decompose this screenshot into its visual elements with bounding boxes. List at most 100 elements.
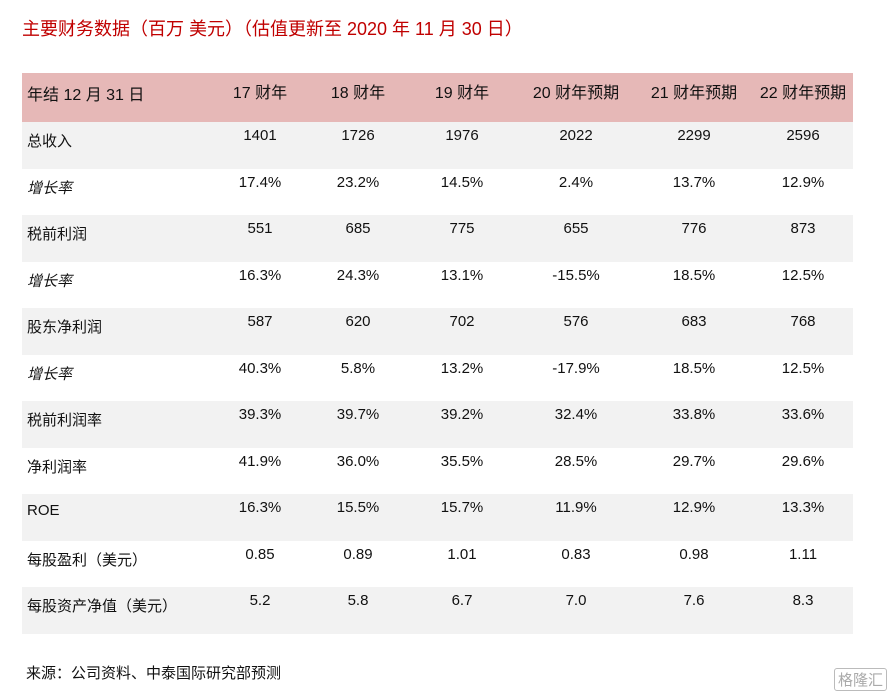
- table-cell: 39.2%: [440, 406, 484, 423]
- table-cell: 5.8: [347, 592, 369, 609]
- table-cell: 551: [247, 220, 273, 237]
- table-cell: 16.3%: [238, 499, 282, 516]
- table-cell: 28.5%: [554, 452, 598, 470]
- table-cell: 15.5%: [336, 499, 380, 516]
- table-cell: 2299: [677, 127, 711, 144]
- table-cell: 33.6%: [781, 406, 825, 423]
- table-cell: 620: [345, 313, 371, 330]
- table-cell: 40.3%: [238, 359, 282, 377]
- column-header: 22 财年预期: [759, 85, 847, 102]
- table-cell: 702: [449, 313, 475, 330]
- table-cell: 13.7%: [672, 173, 716, 191]
- table-cell: 685: [345, 220, 371, 237]
- header-label: 年结 12 月 31 日: [27, 87, 145, 104]
- table-cell: 0.98: [679, 545, 709, 563]
- table-cell: 33.8%: [672, 406, 716, 423]
- table-cell: 29.7%: [672, 452, 716, 470]
- table-cell: 576: [563, 313, 589, 330]
- financial-table: 年结 12 月 31 日 17 财年 18 财年 19 财年 20 财年预期 21 财年预…: [22, 73, 853, 634]
- column-header: 20 财年预期: [532, 85, 620, 102]
- watermark-logo: 格隆汇: [833, 668, 887, 691]
- table-cell: 5.8%: [340, 359, 376, 377]
- table-row: 股东净利润 587 620 702 576 683 768: [22, 308, 853, 355]
- table-cell: 1401: [243, 127, 277, 144]
- table-cell: 36.0%: [336, 452, 380, 470]
- table-cell: 776: [681, 220, 707, 237]
- column-header: 19 财年: [434, 85, 490, 102]
- page-title: 主要财务数据（百万 美元）（估值更新至 2020 年 11 月 30 日）: [22, 19, 523, 39]
- table-cell: 14.5%: [440, 173, 484, 191]
- table-cell: 7.0: [565, 592, 587, 609]
- table-cell: 768: [790, 313, 816, 330]
- table-cell: 16.3%: [238, 266, 282, 284]
- table-cell: -15.5%: [552, 266, 600, 284]
- table-cell: 1726: [341, 127, 375, 144]
- row-label: 增长率: [27, 179, 73, 197]
- table-row: 每股盈利（美元） 0.85 0.89 1.01 0.83 0.98 1.11: [22, 541, 853, 588]
- table-cell: 35.5%: [440, 452, 484, 470]
- table-cell: 24.3%: [336, 266, 380, 284]
- table-header-row: 年结 12 月 31 日 17 财年 18 财年 19 财年 20 财年预期 21 财年预…: [22, 73, 853, 122]
- table-row: 税前利润 551 685 775 655 776 873: [22, 215, 853, 262]
- table-cell: 12.5%: [781, 359, 825, 377]
- table-cell: 873: [790, 220, 816, 237]
- column-header: 18 财年: [330, 85, 386, 102]
- table-cell: 683: [681, 313, 707, 330]
- table-cell: 1.01: [447, 545, 477, 563]
- table-cell: 1976: [445, 127, 479, 144]
- table-cell: 6.7: [451, 592, 473, 609]
- column-header: 21 财年预期: [650, 85, 738, 102]
- table-cell: 41.9%: [238, 452, 282, 470]
- table-cell: 0.83: [561, 545, 591, 563]
- table-row: 增长率 16.3% 24.3% 13.1% -15.5% 18.5% 12.5%: [22, 262, 853, 309]
- table-cell: 11.9%: [555, 499, 597, 516]
- table-cell: 12.9%: [672, 499, 716, 516]
- table-cell: 2.4%: [558, 173, 594, 191]
- row-label: 净利润率: [27, 458, 88, 476]
- table-row: ROE 16.3% 15.5% 15.7% 11.9% 12.9% 13.3%: [22, 494, 853, 541]
- table-cell: 2022: [559, 127, 593, 144]
- table-cell: -17.9%: [552, 359, 600, 377]
- table-cell: 13.2%: [440, 359, 484, 377]
- row-label: 税前利润: [27, 226, 88, 243]
- table-cell: 775: [449, 220, 475, 237]
- table-cell: 655: [563, 220, 589, 237]
- table-cell: 15.7%: [440, 499, 484, 516]
- table-cell: 0.85: [245, 545, 275, 563]
- table-cell: 39.7%: [336, 406, 380, 423]
- table-row: 税前利润率 39.3% 39.7% 39.2% 32.4% 33.8% 33.6%: [22, 401, 853, 448]
- table-cell: 2596: [786, 127, 820, 144]
- table-cell: 39.3%: [238, 406, 282, 423]
- table-cell: 0.89: [343, 545, 373, 563]
- table-cell: 1.11: [788, 545, 818, 563]
- table-cell: 32.4%: [554, 406, 598, 423]
- table-cell: 8.3: [792, 592, 814, 609]
- table-cell: 13.3%: [781, 499, 825, 516]
- table-cell: 13.1%: [440, 266, 484, 284]
- table-cell: 23.2%: [336, 173, 380, 191]
- row-label: 股东净利润: [27, 319, 103, 336]
- row-label: 每股盈利（美元）: [27, 551, 148, 569]
- row-label: 总收入: [27, 133, 73, 150]
- table-cell: 18.5%: [672, 266, 716, 284]
- table-cell: 5.2: [249, 592, 271, 609]
- column-header: 17 财年: [232, 85, 288, 102]
- table-cell: 7.6: [683, 592, 705, 609]
- row-label: 每股资产净值（美元）: [27, 598, 178, 615]
- table-row: 总收入 1401 1726 1976 2022 2299 2596: [22, 122, 853, 169]
- table-row: 增长率 40.3% 5.8% 13.2% -17.9% 18.5% 12.5%: [22, 355, 853, 402]
- row-label: ROE: [27, 502, 60, 519]
- row-label: 增长率: [27, 365, 73, 383]
- row-label: 增长率: [27, 272, 73, 290]
- row-label: 税前利润率: [27, 412, 103, 429]
- table-row: 净利润率 41.9% 36.0% 35.5% 28.5% 29.7% 29.6%: [22, 448, 853, 495]
- table-cell: 17.4%: [238, 173, 282, 191]
- table-row: 每股资产净值（美元） 5.2 5.8 6.7 7.0 7.6 8.3: [22, 587, 853, 634]
- table-cell: 587: [247, 313, 273, 330]
- table-cell: 12.5%: [781, 266, 825, 284]
- table-row: 增长率 17.4% 23.2% 14.5% 2.4% 13.7% 12.9%: [22, 169, 853, 216]
- table-cell: 29.6%: [781, 452, 825, 470]
- source-note: 来源：公司资料、中泰国际研究部预测: [26, 665, 282, 682]
- table-cell: 12.9%: [781, 173, 825, 191]
- table-cell: 18.5%: [672, 359, 716, 377]
